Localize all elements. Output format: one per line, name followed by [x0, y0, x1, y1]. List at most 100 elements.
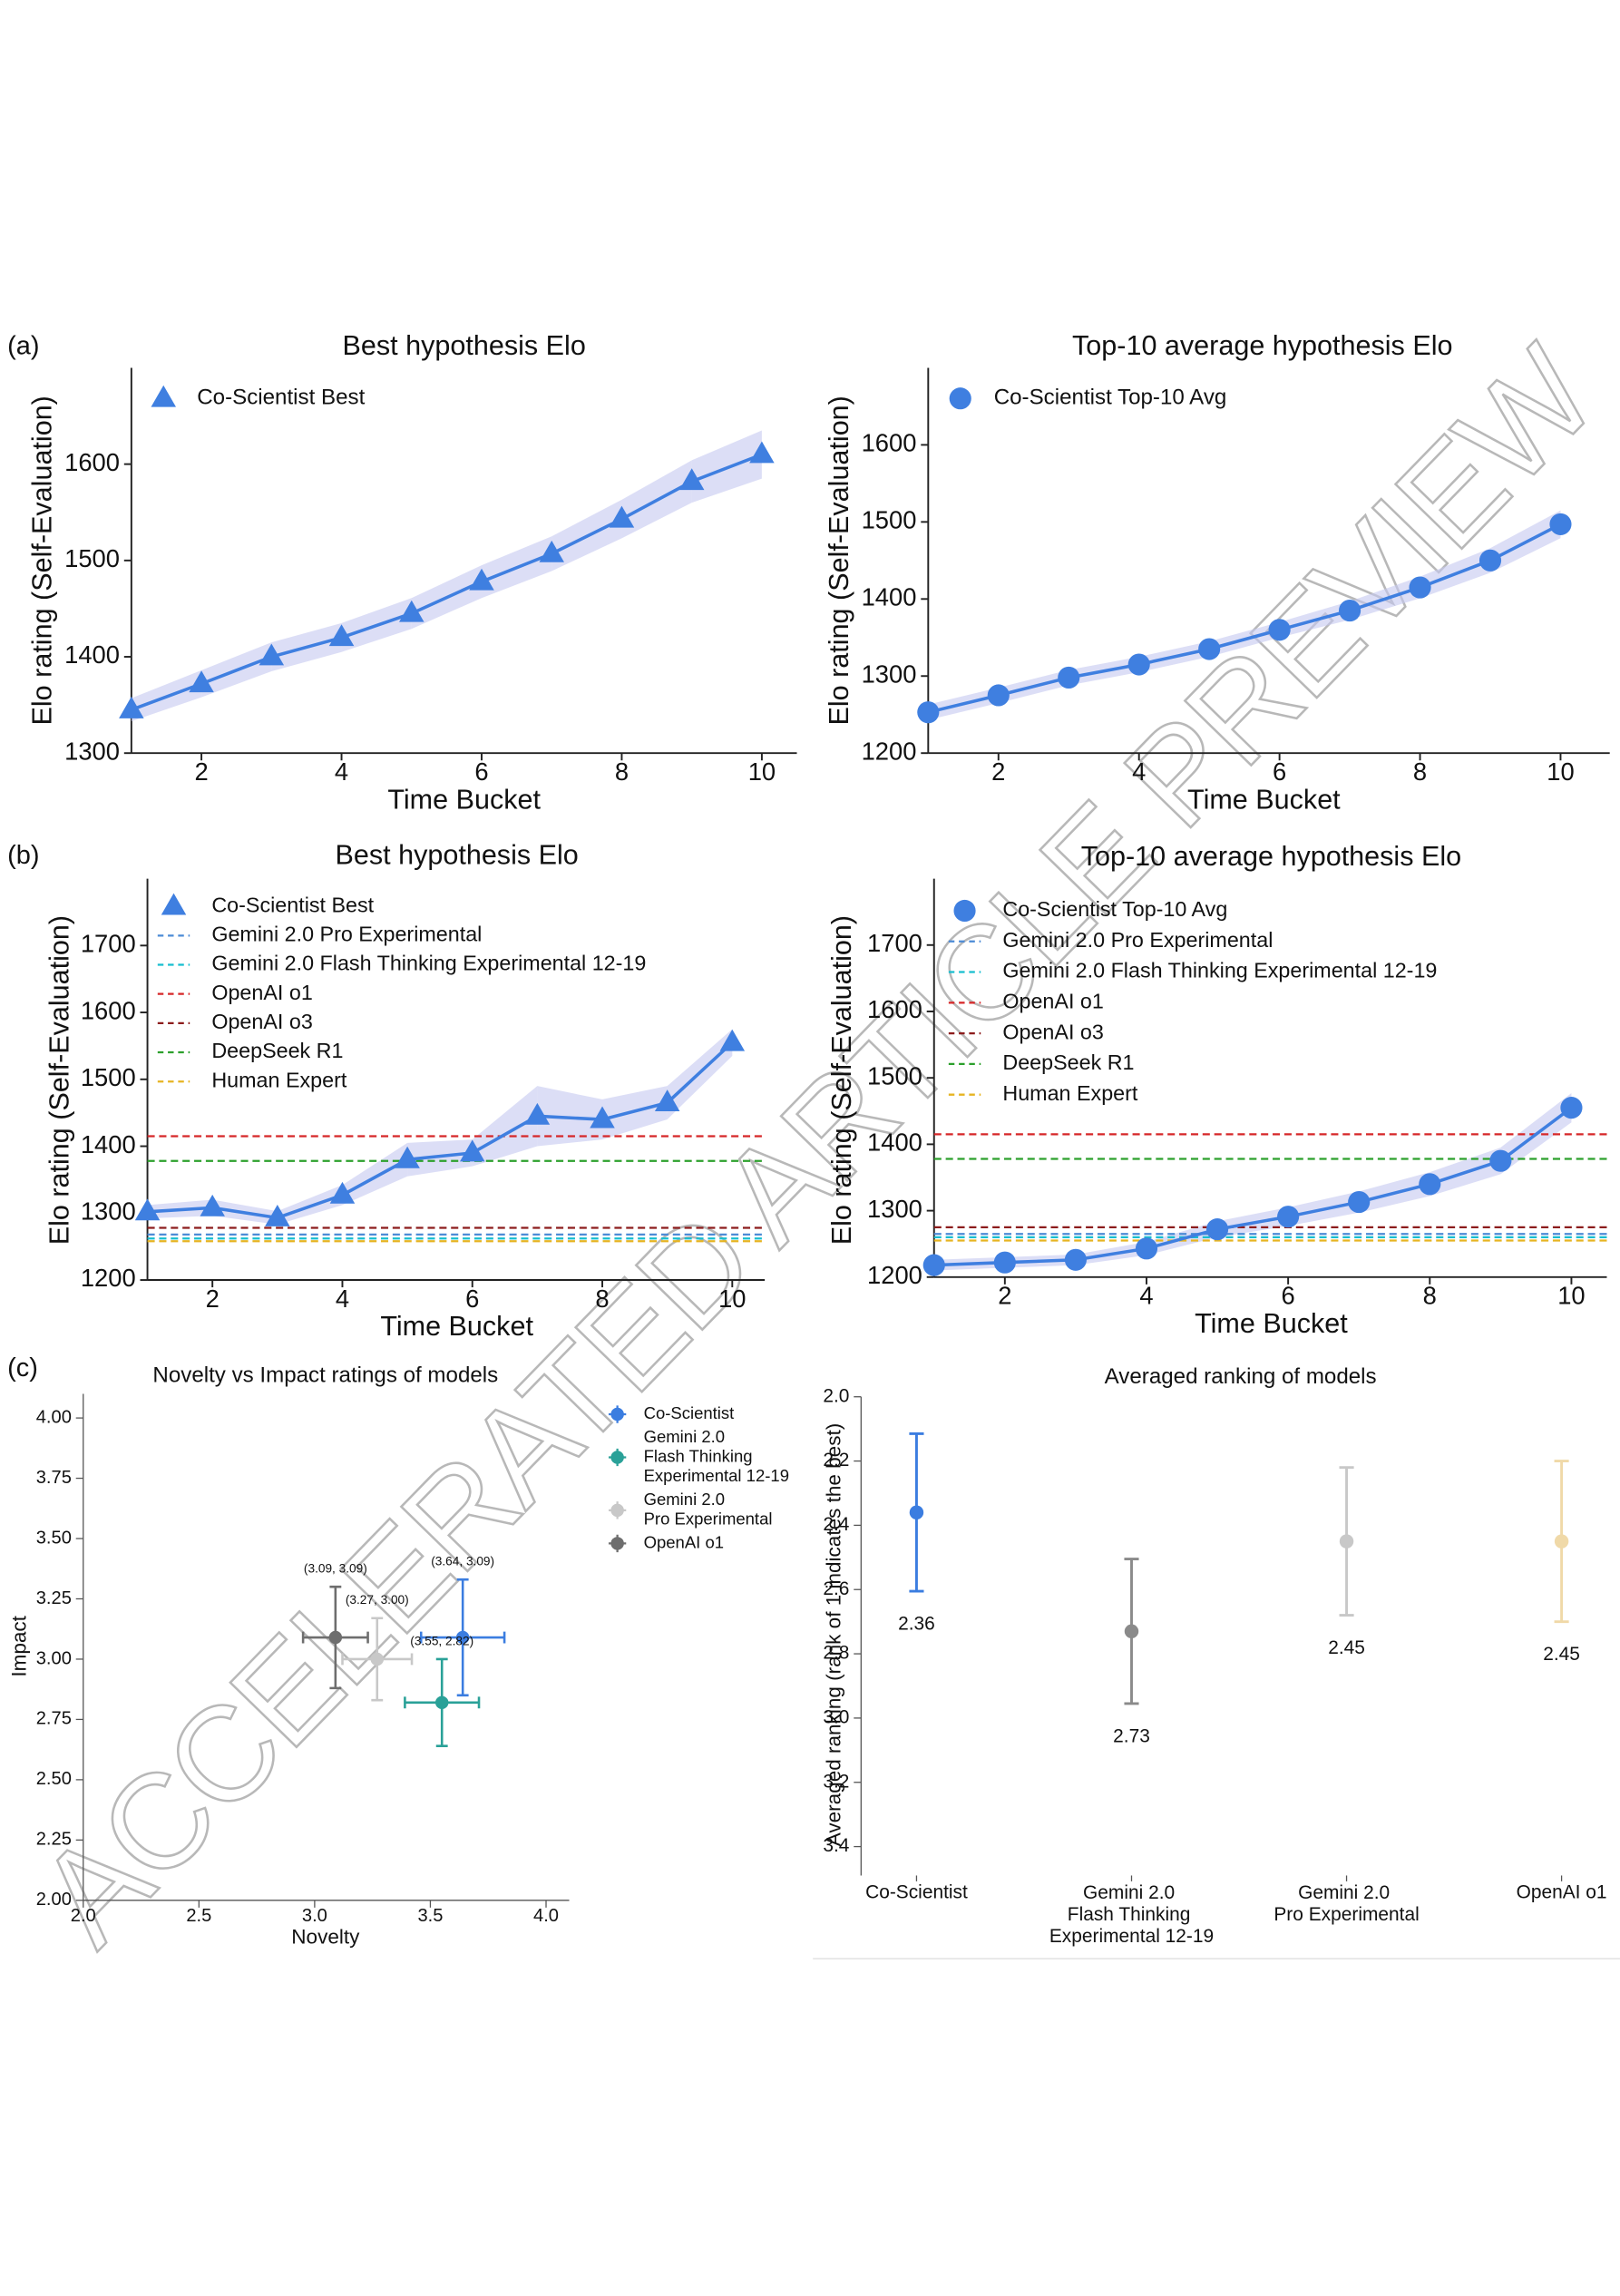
value-label: 2.36 — [898, 1614, 935, 1635]
x-tick-label: 2 — [998, 1282, 1011, 1310]
panel-label: (b) — [7, 841, 39, 870]
chart-title: Averaged ranking of models — [1105, 1364, 1377, 1389]
y-tick-label: 2.25 — [36, 1830, 72, 1850]
y-axis-label: Elo rating (Self-Evaluation) — [824, 396, 854, 725]
legend-label: Gemini 2.0 Flash Thinking Experimental 1… — [211, 952, 646, 975]
data-point — [993, 1251, 1016, 1274]
y-axis-label: Impact — [8, 1615, 31, 1676]
y-tick-label: 1600 — [862, 429, 917, 457]
legend-label: Co-Scientist Best — [211, 893, 374, 916]
y-tick-label: 2.50 — [36, 1769, 72, 1789]
y-tick-label: 1300 — [64, 737, 120, 765]
legend-label: OpenAI o1 — [211, 981, 312, 1004]
data-point — [134, 1198, 161, 1221]
data-point — [328, 624, 355, 647]
x-tick-label: 6 — [1282, 1282, 1295, 1310]
x-tick-label: 2.5 — [186, 1906, 211, 1926]
data-point — [917, 701, 940, 724]
x-tick-label: 4 — [1139, 1282, 1153, 1310]
x-tick-label: 4 — [1132, 757, 1146, 786]
y-tick-label: 2.6 — [823, 1578, 849, 1599]
y-tick-label: 1600 — [867, 995, 922, 1023]
x-tick-label: 4.0 — [533, 1906, 559, 1926]
legend-label: Human Expert — [1002, 1081, 1138, 1105]
data-point — [1339, 1534, 1354, 1549]
legend-label: Human Expert — [211, 1068, 347, 1091]
x-tick-label: 8 — [1423, 1282, 1437, 1310]
text-line: Gemini 2.0 — [1298, 1881, 1395, 1902]
legend-label: DeepSeek R1 — [211, 1039, 343, 1062]
legend-marker — [610, 1503, 624, 1518]
y-tick-label: 3.75 — [36, 1468, 72, 1488]
text-line: Experimental 12-19 — [1049, 1926, 1214, 1947]
x-tick-label: 3.5 — [417, 1906, 443, 1926]
y-tick-label: 1300 — [862, 659, 917, 688]
text-line: Pro Experimental — [644, 1509, 773, 1529]
data-point — [922, 1254, 945, 1276]
point-annotation: (3.64, 3.09) — [431, 1555, 494, 1568]
legend-label: Gemini 2.0 Pro Experimental — [644, 1490, 773, 1529]
x-tick-label: 3.0 — [302, 1906, 327, 1926]
text-line: Flash Thinking — [1068, 1903, 1195, 1924]
data-point — [259, 643, 285, 666]
text-line: Gemini 2.0 — [1083, 1881, 1180, 1902]
data-point — [119, 696, 144, 718]
y-axis-label: Elo rating (Self-Evaluation) — [826, 915, 857, 1245]
data-point — [987, 684, 1010, 707]
chart-title: Novelty vs Impact ratings of models — [152, 1363, 498, 1388]
legend-label: Co-Scientist — [644, 1403, 735, 1422]
x-tick-label: 8 — [595, 1285, 609, 1313]
data-point — [329, 1181, 356, 1204]
y-tick-label: 1400 — [867, 1128, 922, 1157]
y-tick-label: 3.50 — [36, 1528, 72, 1548]
legend-label: Gemini 2.0 Flash Thinking Experimental 1… — [1002, 959, 1437, 982]
confidence-band — [407, 1139, 473, 1177]
point-annotation: (3.55, 2.82) — [410, 1634, 473, 1647]
data-point — [265, 1204, 290, 1226]
data-point — [434, 1695, 449, 1710]
y-tick-label: 3.4 — [823, 1835, 849, 1856]
x-tick-label: 4 — [336, 1285, 349, 1313]
data-point — [1135, 1237, 1158, 1260]
legend-label: Co-Scientist Top-10 Avg — [994, 386, 1227, 410]
data-point — [455, 1630, 470, 1645]
data-point — [1124, 1624, 1139, 1639]
legend-marker — [610, 1537, 624, 1550]
x-tick-label: 2.0 — [71, 1906, 96, 1926]
point-annotation: (3.27, 3.00) — [346, 1593, 409, 1607]
x-tick-label: Gemini 2.0 Pro Experimental — [1274, 1881, 1419, 1924]
y-tick-label: 2.8 — [823, 1643, 849, 1664]
legend-marker — [949, 387, 971, 410]
y-tick-label: 3.25 — [36, 1588, 72, 1608]
x-tick-label: 8 — [615, 757, 629, 786]
data-point — [654, 1089, 680, 1112]
text-line: Pro Experimental — [1274, 1903, 1419, 1924]
y-tick-label: 1400 — [81, 1130, 136, 1158]
legend-marker — [161, 893, 187, 915]
data-point — [328, 1630, 343, 1645]
y-tick-label: 1700 — [81, 930, 136, 958]
y-tick-label: 4.00 — [36, 1407, 72, 1427]
panel-label: (a) — [7, 332, 39, 361]
x-tick-label: 2 — [206, 1285, 220, 1313]
x-tick-label: 2 — [991, 757, 1005, 786]
legend-label: Gemini 2.0 Flash Thinking Experimental 1… — [644, 1427, 789, 1485]
value-label: 2.73 — [1113, 1726, 1150, 1747]
confidence-band — [537, 1086, 603, 1147]
series-line — [927, 523, 1562, 714]
data-point — [1339, 599, 1361, 622]
x-tick-label: 10 — [1557, 1282, 1585, 1310]
y-tick-label: 1500 — [862, 506, 917, 534]
x-tick-label: 10 — [718, 1285, 746, 1313]
data-point — [1554, 1534, 1569, 1549]
confidence-band — [342, 1142, 408, 1206]
panel-label: (c) — [7, 1353, 38, 1382]
x-tick-label: 10 — [1547, 757, 1574, 786]
y-tick-label: 1400 — [862, 583, 917, 611]
confidence-band — [472, 1086, 538, 1167]
data-point — [1268, 619, 1291, 641]
y-tick-label: 1600 — [64, 448, 120, 476]
